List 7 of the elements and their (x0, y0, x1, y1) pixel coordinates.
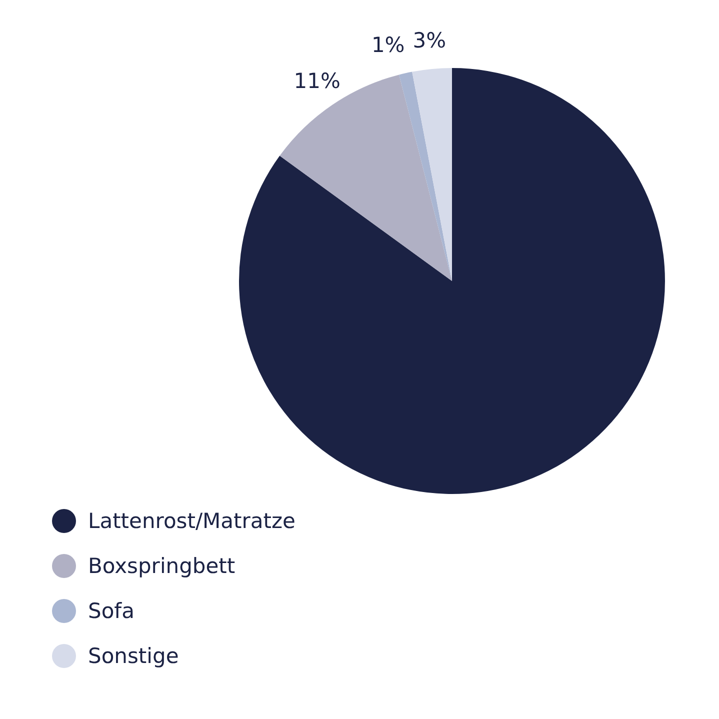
legend-label: Sofa (88, 599, 134, 623)
legend-label: Sonstige (88, 644, 179, 668)
data-label: 3% (412, 28, 446, 53)
legend-label: Boxspringbett (88, 554, 236, 578)
data-label: 1% (371, 33, 405, 58)
data-label: 11% (294, 68, 340, 93)
legend-label: Lattenrost/Matratze (88, 509, 296, 533)
